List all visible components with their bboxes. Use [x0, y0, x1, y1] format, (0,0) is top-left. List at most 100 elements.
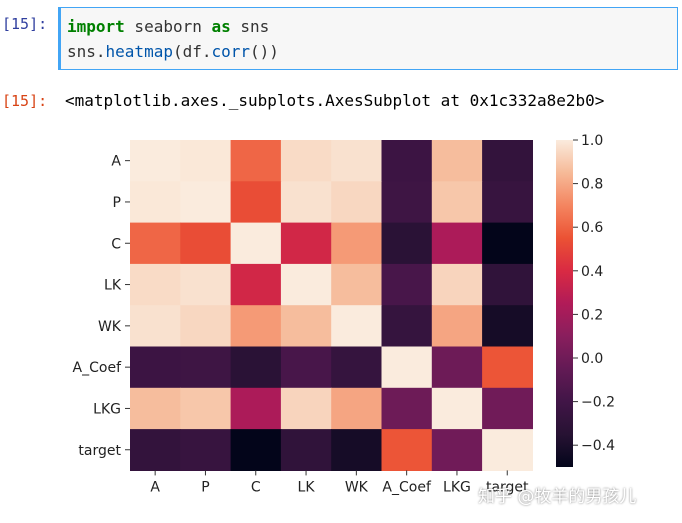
- heatmap-cell: [431, 387, 483, 430]
- heatmap-cell: [482, 140, 533, 182]
- code-cell-input[interactable]: import seaborn as sns sns.heatmap(df.cor…: [58, 7, 678, 70]
- heatmap-cell: [381, 387, 433, 430]
- heatmap-cell: [482, 305, 533, 348]
- column-label: LK: [298, 479, 316, 495]
- keyword-as: as: [211, 17, 231, 36]
- heatmap-cell: [331, 387, 383, 430]
- row-label: WK: [98, 319, 122, 335]
- input-prompt: [15]:: [2, 15, 48, 33]
- row-label: A: [111, 154, 121, 170]
- heatmap-cell: [130, 181, 181, 224]
- heatmap-cell: [331, 305, 383, 348]
- heatmap-cell: [230, 222, 282, 265]
- heatmap-cell: [381, 346, 433, 389]
- row-label: LK: [104, 278, 122, 294]
- heatmap-cell: [331, 429, 383, 471]
- heatmap-cell: [431, 263, 483, 306]
- heatmap-cell: [482, 263, 533, 306]
- heatmap-cell: [280, 387, 332, 430]
- keyword-import: import: [67, 17, 125, 36]
- row-label: P: [113, 195, 121, 211]
- code-line-1: import seaborn as sns: [67, 17, 269, 36]
- column-label: target: [486, 479, 529, 495]
- module-alias: sns: [230, 17, 270, 36]
- colorbar-tick-label: 0.4: [581, 264, 603, 280]
- code-mid: (df.: [172, 42, 212, 61]
- code-line-2: sns.heatmap(df.corr()): [67, 42, 279, 61]
- heatmap-cell: [180, 346, 232, 389]
- heatmap-cell: [230, 305, 282, 348]
- colorbar-ticks: 1.0 0.8 0.6 0.4 0.2 0.0 −0.2 −0.4: [573, 133, 615, 454]
- heatmap-cell: [482, 429, 533, 471]
- heatmap-cell: [331, 346, 383, 389]
- heatmap-cell: [331, 181, 383, 224]
- heatmap-cell: [431, 181, 483, 224]
- output-text: <matplotlib.axes._subplots.AxesSubplot a…: [65, 91, 605, 110]
- heatmap-cell: [130, 263, 181, 306]
- heatmap-cell: [180, 222, 232, 265]
- heatmap-cell: [230, 429, 282, 471]
- output-prompt: [15]:: [2, 92, 48, 110]
- code-suffix: ()): [250, 42, 279, 61]
- code-prefix: sns.: [67, 42, 106, 61]
- heatmap-cell: [130, 346, 181, 389]
- heatmap-cell: [230, 181, 282, 224]
- row-label: A_Coef: [73, 360, 123, 376]
- heatmap-cell: [431, 222, 483, 265]
- heatmap-cell: [482, 222, 533, 265]
- colorbar-tick-label: 0.0: [581, 351, 603, 367]
- heatmap-cell: [230, 346, 282, 389]
- column-label: WK: [345, 479, 369, 495]
- heatmap-cell: [381, 429, 433, 471]
- heatmap-cell: [280, 346, 332, 389]
- heatmap-cell: [431, 429, 483, 471]
- heatmap-cell: [130, 429, 181, 471]
- heatmap-row-labels: A P C LK WK A_Coef LKG target: [73, 154, 130, 459]
- heatmap-cell: [180, 429, 232, 471]
- column-label: A_Coef: [382, 479, 432, 495]
- heatmap-cell: [180, 181, 232, 224]
- module-name: seaborn: [124, 17, 212, 36]
- heatmap-cell: [230, 140, 282, 182]
- heatmap-cells: [130, 140, 533, 471]
- row-label: target: [78, 443, 121, 459]
- column-label: C: [251, 479, 261, 495]
- heatmap-cell: [230, 387, 282, 430]
- heatmap-figure: A P C LK WK A_Coef LKG target A P C LK WK A_Coef LKG t…: [73, 133, 616, 495]
- heatmap-cell: [381, 140, 433, 182]
- heatmap-cell: [280, 263, 332, 306]
- heatmap-cell: [280, 222, 332, 265]
- heatmap-cell: [280, 181, 332, 224]
- function-heatmap: heatmap: [105, 42, 173, 61]
- heatmap-column-labels: A P C LK WK A_Coef LKG target: [150, 470, 529, 495]
- heatmap-cell: [431, 140, 483, 182]
- heatmap-cell: [482, 346, 533, 389]
- heatmap-cell: [130, 387, 181, 430]
- heatmap-cell: [180, 140, 232, 182]
- heatmap-cell: [280, 305, 332, 348]
- heatmap-cell: [482, 181, 533, 224]
- colorbar-tick-label: −0.4: [581, 438, 615, 454]
- heatmap-cell: [130, 305, 181, 348]
- heatmap-cell: [331, 140, 383, 182]
- row-label: C: [111, 236, 121, 252]
- heatmap-cell: [280, 429, 332, 471]
- heatmap-cell: [431, 346, 483, 389]
- heatmap-cell: [381, 305, 433, 348]
- colorbar-tick-label: 0.8: [581, 177, 603, 193]
- row-label: LKG: [93, 401, 121, 417]
- colorbar: [556, 140, 573, 467]
- heatmap-cell: [331, 222, 383, 265]
- function-corr: corr: [211, 42, 251, 61]
- colorbar-tick-label: 0.6: [581, 220, 603, 236]
- heatmap-cell: [180, 387, 232, 430]
- heatmap-cell: [180, 305, 232, 348]
- heatmap-cell: [482, 387, 533, 430]
- heatmap-cell: [230, 263, 282, 306]
- heatmap-cell: [381, 181, 433, 224]
- heatmap-cell: [381, 263, 433, 306]
- heatmap-cell: [431, 305, 483, 348]
- colorbar-tick-label: −0.2: [581, 395, 615, 411]
- heatmap-cell: [381, 222, 433, 265]
- colorbar-tick-label: 1.0: [581, 133, 603, 149]
